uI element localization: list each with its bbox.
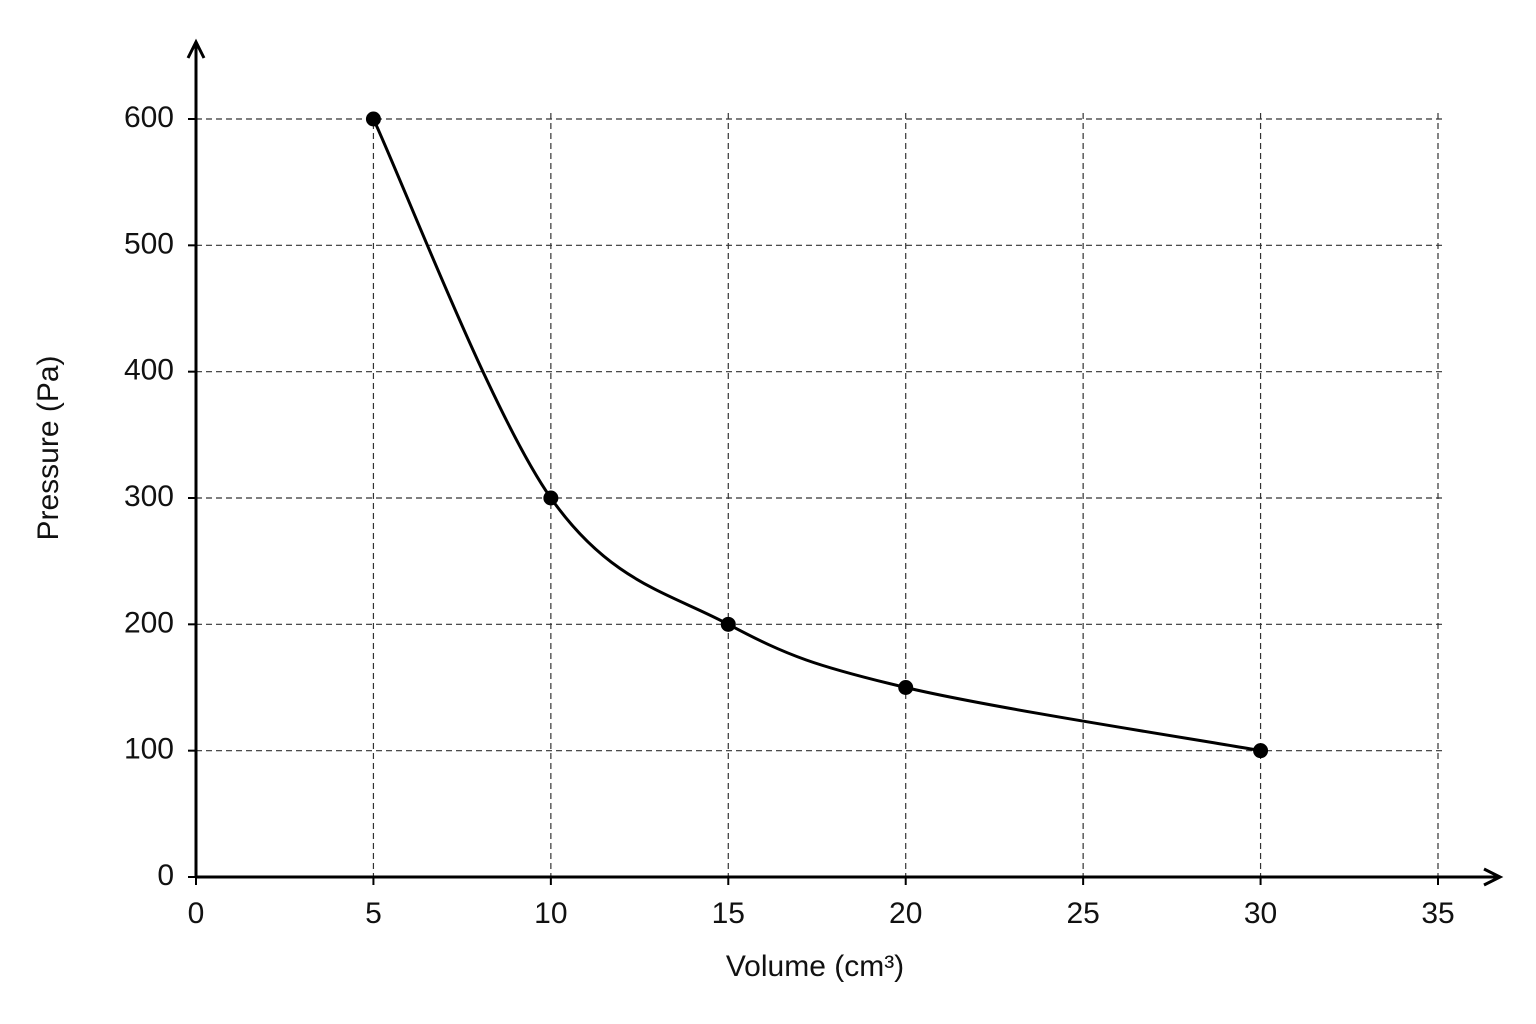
y-tick-label: 200 xyxy=(124,606,174,639)
data-point xyxy=(365,111,381,127)
y-tick-label: 0 xyxy=(157,859,174,892)
x-tick-label: 5 xyxy=(365,897,382,930)
x-axis-label: Volume (cm³) xyxy=(726,950,904,983)
data-point xyxy=(543,490,559,506)
y-tick-label: 100 xyxy=(124,733,174,766)
x-tick-label: 25 xyxy=(1066,897,1099,930)
y-tick-label: 500 xyxy=(124,227,174,260)
y-tick-label: 300 xyxy=(124,480,174,513)
x-tick-label: 30 xyxy=(1244,897,1277,930)
x-tick-label: 0 xyxy=(188,897,205,930)
data-point xyxy=(1253,743,1269,759)
data-point xyxy=(720,616,736,632)
x-tick-label: 10 xyxy=(534,897,567,930)
curve xyxy=(372,118,1261,753)
y-axis-label: Pressure (Pa) xyxy=(32,355,65,540)
data-point xyxy=(898,680,914,695)
y-tick-label: 600 xyxy=(124,101,174,134)
y-tick-label: 400 xyxy=(124,354,174,387)
x-tick-label: 35 xyxy=(1421,897,1454,930)
y-axis xyxy=(186,38,206,877)
x-tick-label: 20 xyxy=(889,897,922,930)
x-tick-label: 15 xyxy=(712,897,745,930)
x-axis xyxy=(196,867,1504,887)
